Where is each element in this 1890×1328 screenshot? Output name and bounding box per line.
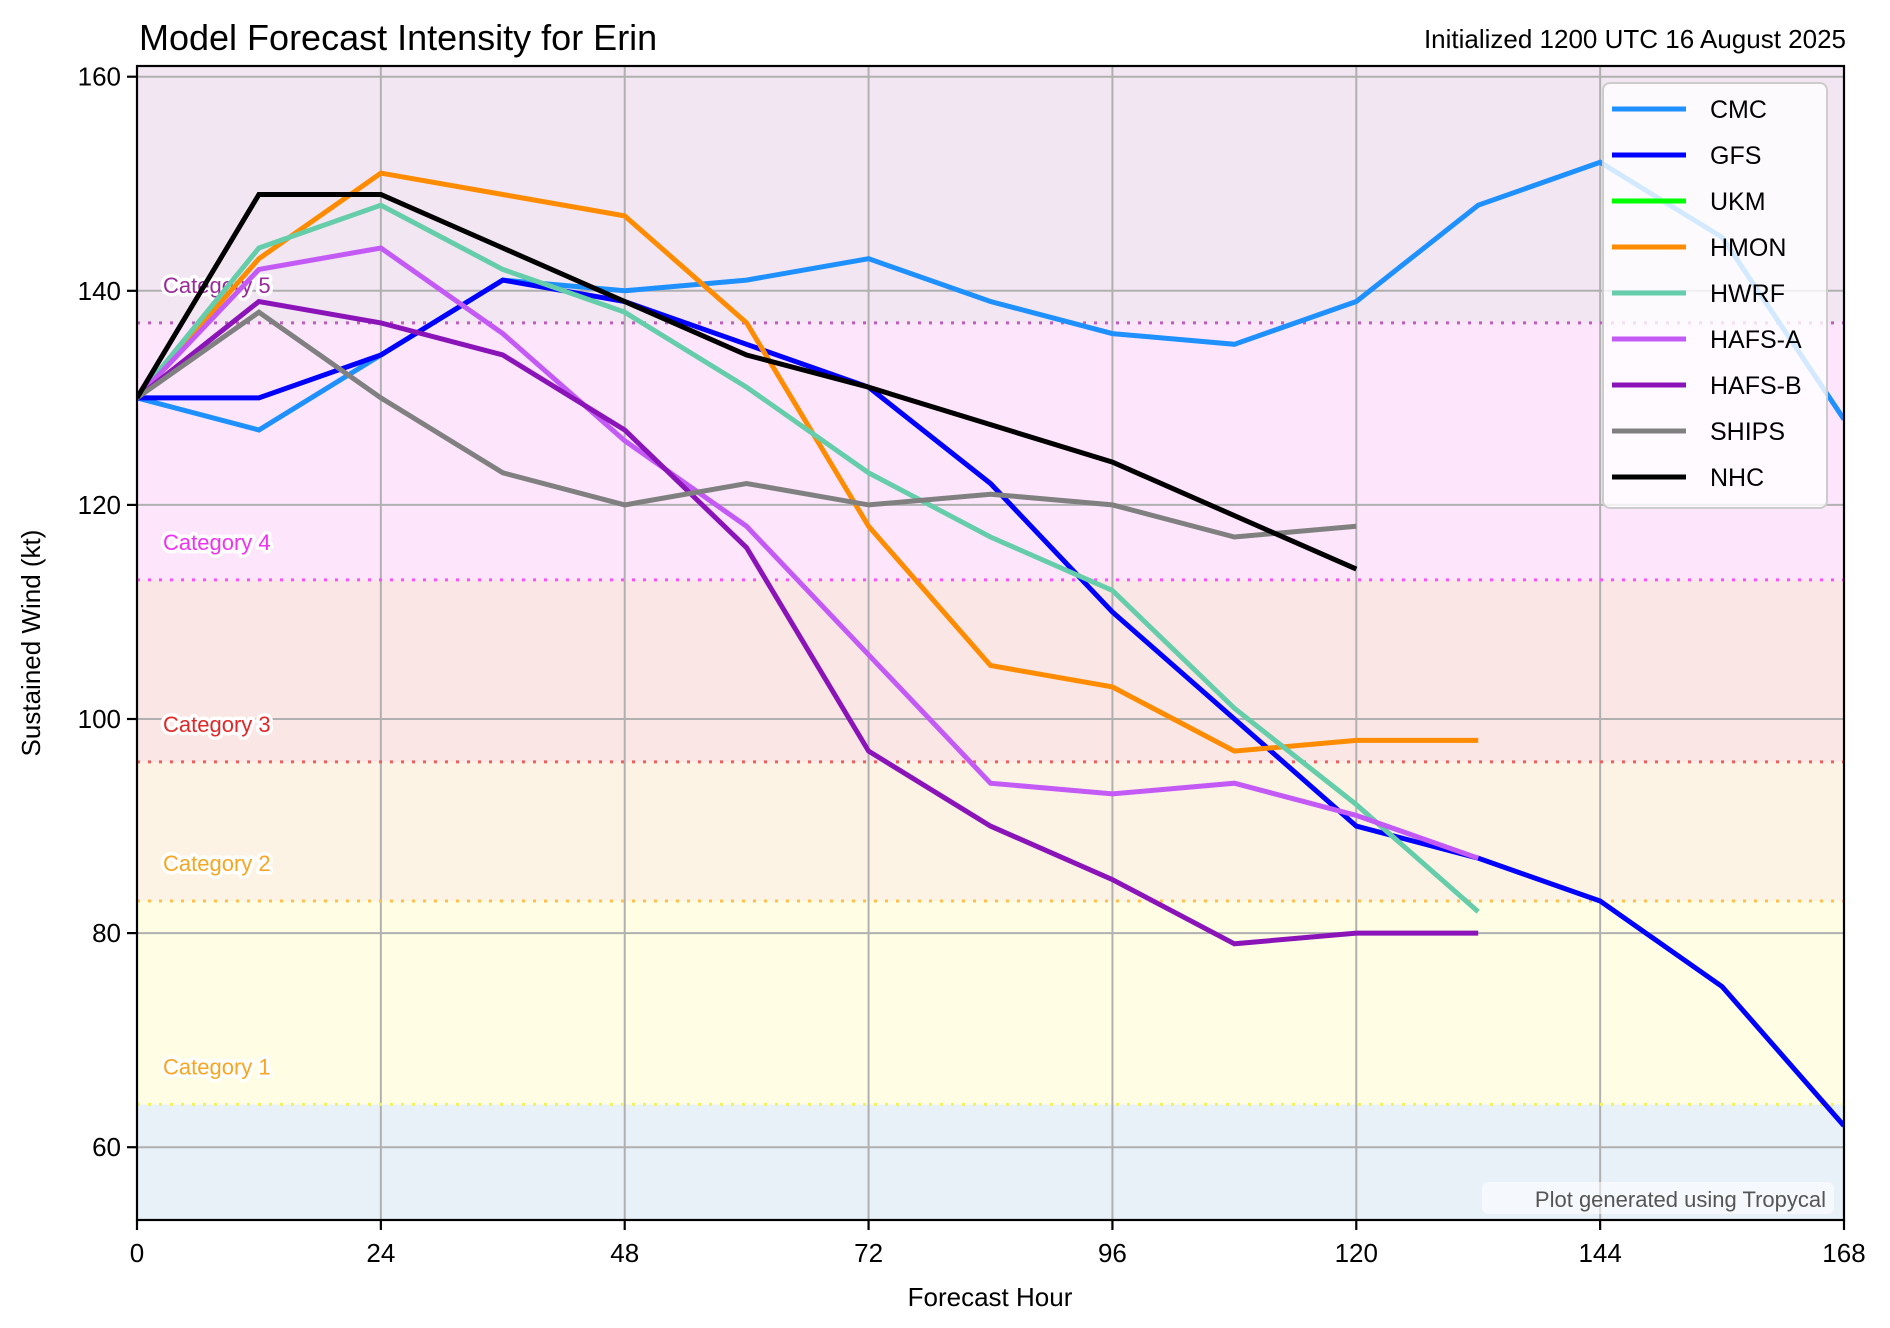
category-band <box>137 900 1844 1105</box>
x-tick-label: 24 <box>366 1238 395 1268</box>
credit-text: Plot generated using Tropycal <box>1535 1187 1826 1212</box>
x-axis-ticks: 0 24 48 72 96 120 144 168 <box>130 1220 1866 1268</box>
category-label: Category 3 <box>163 712 271 737</box>
series-line-nhc <box>137 192 1358 572</box>
x-tick-label: 48 <box>610 1238 639 1268</box>
legend-label-hafs-a: HAFS-A <box>1710 326 1802 354</box>
legend-label-ships: SHIPS <box>1710 418 1785 446</box>
series-line-ships <box>137 309 1357 540</box>
x-tick-label: 72 <box>854 1238 883 1268</box>
legend-label-gfs: GFS <box>1710 142 1761 170</box>
x-tick-label: 96 <box>1098 1238 1127 1268</box>
category-label: Category 1 <box>163 1054 271 1079</box>
x-tick-label: 120 <box>1335 1238 1378 1268</box>
y-axis-label: Sustained Wind (kt) <box>16 530 46 757</box>
category-band <box>137 322 1844 580</box>
y-tick-label: 100 <box>78 704 121 734</box>
legend-label-cmc: CMC <box>1710 96 1767 124</box>
category-label: Category 2 <box>163 851 271 876</box>
chart-title: Model Forecast Intensity for Erin <box>139 17 657 58</box>
legend-label-ukm: UKM <box>1710 188 1766 216</box>
series-line-hwrf <box>137 202 1480 914</box>
credit-box: Plot generated using Tropycal <box>1482 1182 1834 1214</box>
y-tick-label: 140 <box>78 276 121 306</box>
category-band <box>137 579 1844 762</box>
chart-subtitle: Initialized 1200 UTC 16 August 2025 <box>1424 24 1846 54</box>
category-bands <box>137 66 1844 1220</box>
grid-lines <box>137 66 1844 1220</box>
series-lines <box>137 159 1844 1128</box>
y-tick-label: 120 <box>78 490 121 520</box>
legend: CMC GFS UKM HMON HWRF HAFS-A HAFS-B SHIPS NHC <box>1602 82 1828 509</box>
y-tick-label: 60 <box>92 1132 121 1162</box>
category-label: Category 4 <box>163 530 271 555</box>
plot-frame <box>135 64 1846 1222</box>
x-axis-label: Forecast Hour <box>908 1282 1073 1312</box>
legend-label-hwrf: HWRF <box>1710 280 1785 308</box>
y-tick-label: 160 <box>78 62 121 92</box>
x-tick-label: 0 <box>130 1238 144 1268</box>
x-tick-label: 168 <box>1822 1238 1865 1268</box>
legend-label-hafs-b: HAFS-B <box>1710 372 1802 400</box>
legend-label-nhc: NHC <box>1710 464 1764 492</box>
legend-label-hmon: HMON <box>1710 234 1786 262</box>
category-band <box>137 66 1844 323</box>
series-line-hmon <box>137 170 1479 754</box>
series-line-gfs <box>137 277 1844 1128</box>
y-tick-label: 80 <box>92 918 121 948</box>
series-line-hafs-a <box>137 245 1480 861</box>
legend-box <box>1602 82 1828 509</box>
y-axis-ticks: 60 80 100 120 140 160 <box>78 62 137 1162</box>
x-tick-label: 144 <box>1578 1238 1621 1268</box>
series-line-hafs-b <box>137 298 1479 947</box>
